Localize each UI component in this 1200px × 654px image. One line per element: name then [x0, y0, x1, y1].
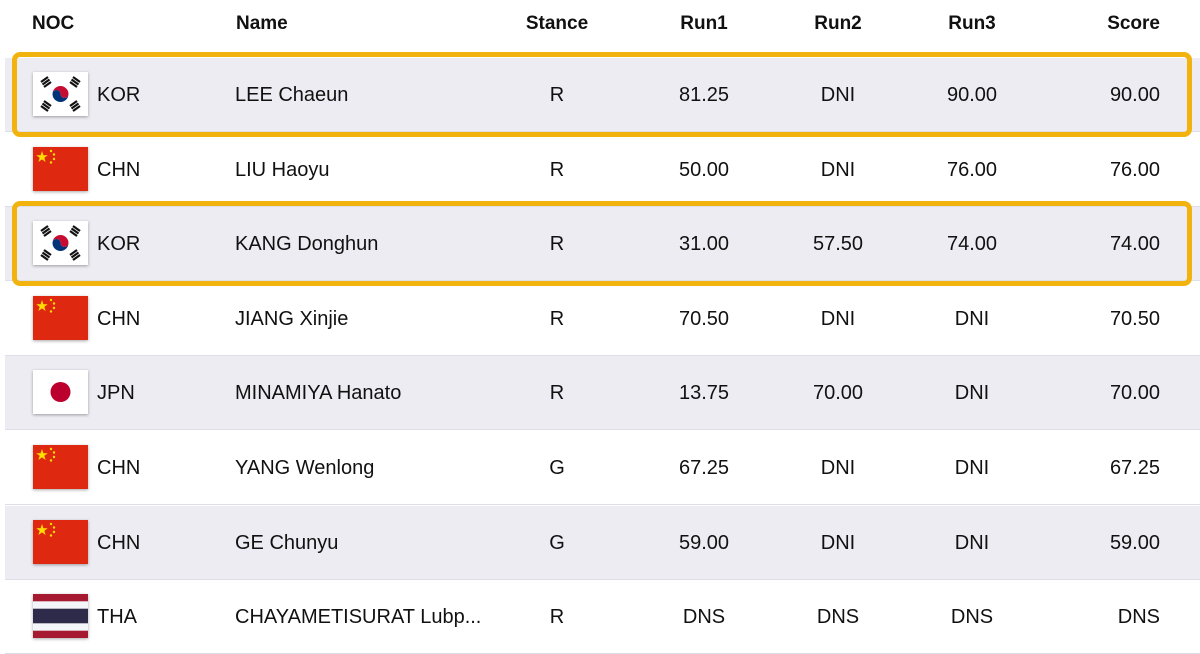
table-header: NOC Name Stance Run1 Run2 Run3 Score [0, 0, 1200, 48]
run1-value: 81.25 [678, 84, 730, 106]
athlete-name[interactable]: JIANG Xinjie [235, 307, 349, 330]
run1-value: 59.00 [678, 531, 730, 554]
korea-flag-icon [33, 221, 88, 266]
score-value: 59.00 [1109, 531, 1160, 554]
run1-value: 31.00 [678, 233, 730, 256]
header-run1[interactable]: Run1 [680, 13, 728, 34]
athlete-name[interactable]: GE Chunyu [235, 531, 339, 554]
run2-value: DNI [820, 457, 856, 479]
stance-value: R [549, 84, 565, 106]
china-flag-icon [33, 295, 88, 340]
run2-value: DNI [820, 307, 856, 330]
score-value: DNS [1117, 606, 1160, 629]
run1-value: 50.00 [678, 158, 730, 181]
header-run2[interactable]: Run2 [814, 13, 862, 34]
run3-value: 76.00 [946, 158, 998, 181]
table-row[interactable]: CHN JIANG Xinjie R 70.50 DNI DNI 70.50 [5, 281, 1200, 356]
header-stance[interactable]: Stance [525, 13, 589, 34]
table-row[interactable]: KOR LEE Chaeun R 81.25 DNI 90.00 90.00 [5, 58, 1200, 132]
stance-value: G [549, 531, 565, 554]
noc-code: KOR [97, 233, 141, 256]
score-value: 90.00 [1109, 84, 1160, 106]
stance-value: G [549, 457, 565, 479]
table-row[interactable]: CHN GE Chunyu G 59.00 DNI DNI 59.00 [5, 505, 1200, 580]
run3-value: 74.00 [946, 233, 998, 256]
china-flag-icon [33, 146, 88, 191]
run1-value: 13.75 [678, 382, 730, 405]
athlete-name[interactable]: YANG Wenlong [235, 457, 375, 479]
run2-value: DNS [816, 606, 860, 629]
table-row[interactable]: CHN YANG Wenlong G 67.25 DNI DNI 67.25 [5, 431, 1200, 505]
header-name[interactable]: Name [236, 13, 288, 34]
run3-value: DNI [954, 307, 990, 330]
table-row[interactable]: CHN LIU Haoyu R 50.00 DNI 76.00 76.00 [5, 132, 1200, 207]
noc-code: JPN [97, 382, 135, 405]
run2-value: DNI [820, 84, 856, 106]
stance-value: R [549, 233, 565, 256]
header-score[interactable]: Score [1107, 13, 1160, 34]
noc-code: KOR [97, 84, 141, 106]
noc-code: CHN [97, 531, 141, 554]
stance-value: R [549, 606, 565, 629]
athlete-name[interactable]: KANG Donghun [235, 233, 379, 256]
run2-value: DNI [820, 531, 856, 554]
score-value: 70.00 [1109, 382, 1160, 405]
korea-flag-icon [33, 72, 88, 116]
run1-value: DNS [682, 606, 726, 629]
score-value: 67.25 [1109, 457, 1160, 479]
athlete-name[interactable]: LEE Chaeun [235, 84, 349, 106]
thailand-flag-icon [33, 594, 88, 639]
score-value: 70.50 [1109, 307, 1160, 330]
run3-value: DNI [954, 531, 990, 554]
run3-value: 90.00 [946, 84, 998, 106]
run3-value: DNS [950, 606, 994, 629]
athlete-name[interactable]: MINAMIYA Hanato [235, 382, 402, 405]
china-flag-icon [33, 519, 88, 564]
noc-code: THA [97, 606, 137, 629]
noc-code: CHN [97, 307, 141, 330]
stance-value: R [549, 158, 565, 181]
athlete-name[interactable]: LIU Haoyu [235, 158, 330, 181]
run1-value: 67.25 [678, 457, 730, 479]
china-flag-icon [33, 445, 88, 489]
stance-value: R [549, 382, 565, 405]
run2-value: 57.50 [812, 233, 864, 256]
header-noc[interactable]: NOC [32, 13, 75, 34]
run2-value: DNI [820, 158, 856, 181]
header-run3[interactable]: Run3 [948, 13, 996, 34]
table-row[interactable]: KOR KANG Donghun R 31.00 57.50 74.00 74.00 [5, 207, 1200, 282]
run1-value: 70.50 [678, 307, 730, 330]
stance-value: R [549, 307, 565, 330]
noc-code: CHN [97, 457, 141, 479]
japan-flag-icon [33, 370, 88, 415]
run2-value: 70.00 [812, 382, 864, 405]
score-value: 74.00 [1109, 233, 1160, 256]
score-value: 76.00 [1109, 158, 1160, 181]
run3-value: DNI [954, 382, 990, 405]
noc-code: CHN [97, 158, 141, 181]
table-row[interactable]: THA CHAYAMETISURAT Lubp... R DNS DNS DNS DNS [5, 580, 1200, 654]
table-row[interactable]: JPN MINAMIYA Hanato R 13.75 70.00 DNI 70.00 [5, 356, 1200, 431]
run3-value: DNI [954, 457, 990, 479]
athlete-name[interactable]: CHAYAMETISURAT Lubp... [235, 606, 482, 629]
